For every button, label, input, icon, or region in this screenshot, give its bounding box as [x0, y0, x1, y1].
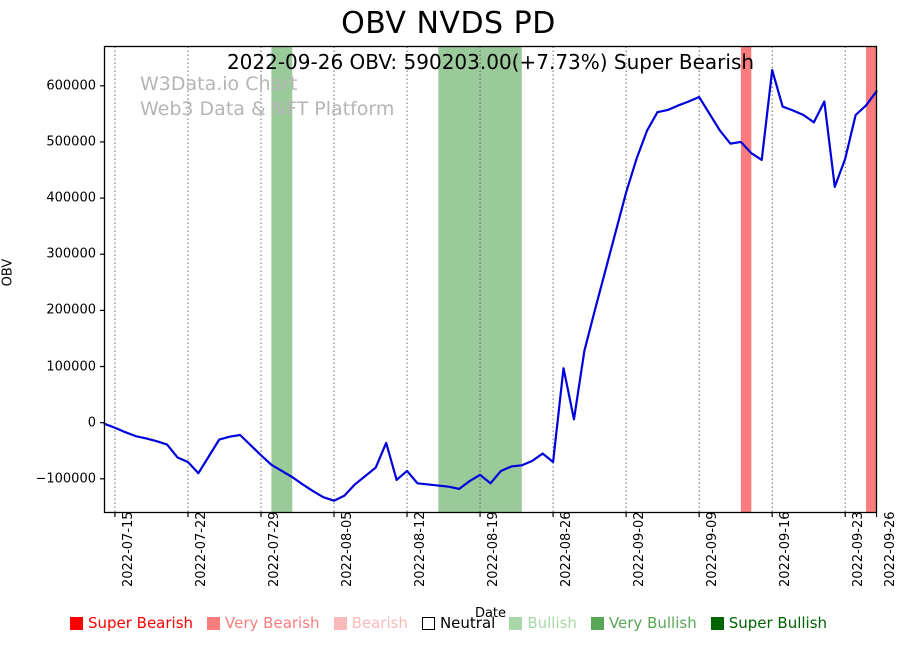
legend-swatch	[69, 617, 83, 630]
obv-line-series	[103, 68, 878, 502]
y-axis-tick-labels: −100000 0 100000 200000 300000 400000 500000 60…	[0, 0, 96, 646]
legend-item[interactable]: Neutral	[421, 614, 496, 632]
y-tick-label: 200000	[46, 302, 96, 318]
y-tick-label: 100000	[46, 359, 96, 375]
legend-item[interactable]: Very Bearish	[207, 616, 320, 631]
grid-lines	[114, 46, 877, 513]
y-tick-label: 500000	[46, 134, 96, 150]
axis-tick-marks	[100, 85, 878, 517]
chart-subtitle: 2022-09-26 OBV: 590203.00(+7.73%) Super …	[226, 50, 755, 74]
chart-title: OBV NVDS PD	[341, 6, 556, 41]
legend-swatch	[207, 617, 221, 630]
x-tick-label: 2022-09-02	[632, 510, 648, 587]
legend-swatch	[590, 617, 604, 630]
x-tick-label: 2022-07-29	[266, 510, 282, 587]
x-tick-label: 2022-09-23	[851, 510, 867, 587]
y-tick-label: 300000	[46, 246, 96, 262]
x-axis-label: Date	[474, 606, 507, 621]
y-axis-label: OBV	[0, 258, 16, 287]
y-tick-label: 0	[87, 415, 96, 431]
legend-label: Neutral	[439, 614, 496, 632]
y-tick-label: −100000	[35, 471, 96, 487]
x-tick-label: 2022-09-26	[882, 510, 897, 587]
legend-item[interactable]: Super Bullish	[710, 614, 828, 632]
legend-label: Bearish	[351, 614, 408, 632]
y-tick-label: 400000	[46, 190, 96, 206]
sentiment-band	[271, 46, 293, 513]
legend-label: Super Bullish	[728, 614, 828, 632]
x-tick-label: 2022-08-05	[340, 510, 355, 587]
legend-swatch	[333, 617, 347, 630]
legend-swatch	[710, 617, 724, 630]
legend-label: Super Bearish	[87, 614, 194, 632]
sentiment-band	[866, 46, 877, 513]
sentiment-bands	[271, 46, 877, 513]
legend-item[interactable]: Bullish	[509, 616, 577, 631]
legend-swatch	[421, 617, 435, 630]
plot-frame	[103, 45, 878, 514]
y-tick-label: 600000	[46, 78, 96, 94]
x-tick-label: 2022-08-19	[486, 510, 502, 587]
legend-label: Bullish	[527, 614, 577, 632]
sentiment-band	[740, 46, 752, 513]
x-tick-label: 2022-08-26	[559, 510, 575, 587]
legend-item[interactable]: Bearish	[333, 614, 408, 632]
legend-swatch	[509, 617, 523, 630]
legend-label: Very Bearish	[225, 614, 320, 632]
legend-item[interactable]: Super Bearish	[69, 614, 194, 632]
x-tick-label: 2022-08-12	[413, 510, 429, 587]
chart-legend: Super Bearish Very Bearish Bearish Neutral B…	[0, 616, 897, 631]
x-tick-label: 2022-07-22	[193, 510, 209, 587]
legend-label: Very Bullish	[608, 614, 697, 632]
x-tick-label: 2022-09-16	[778, 510, 794, 587]
x-tick-label: 2022-09-09	[705, 510, 721, 587]
x-tick-label: 2022-07-15	[120, 510, 136, 587]
legend-item[interactable]: Very Bullish	[590, 614, 697, 632]
